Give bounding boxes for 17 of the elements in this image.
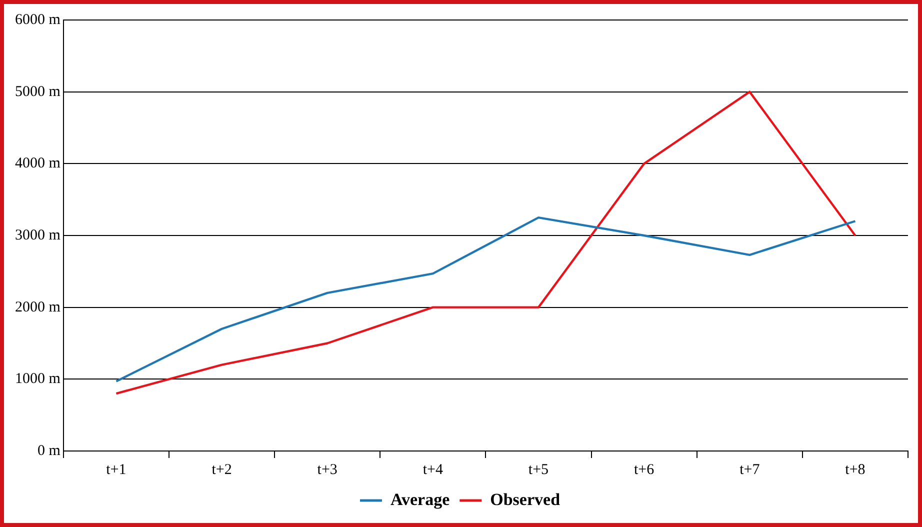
x-tick-label: t+4	[422, 462, 444, 478]
legend-label: Observed	[490, 490, 561, 509]
x-tick-label: t+7	[740, 462, 760, 478]
x-tick-label: t+5	[528, 462, 549, 478]
y-tick-label: 2000 m	[14, 299, 61, 316]
x-tick-label: t+6	[634, 462, 655, 478]
x-tick-label: t+2	[212, 462, 232, 478]
y-tick-label: 0 m	[37, 442, 61, 459]
y-tick-label: 1000 m	[14, 371, 61, 388]
y-tick-label: 3000 m	[14, 227, 61, 244]
x-tick-label: t+1	[106, 462, 126, 478]
x-tick-label: t+3	[317, 462, 338, 478]
x-tick-label: t+8	[845, 462, 866, 478]
y-tick-label: 6000 m	[14, 12, 61, 28]
y-tick-label: 4000 m	[14, 156, 61, 172]
y-tick-label: 5000 m	[14, 84, 61, 100]
legend-label: Average	[390, 490, 450, 509]
